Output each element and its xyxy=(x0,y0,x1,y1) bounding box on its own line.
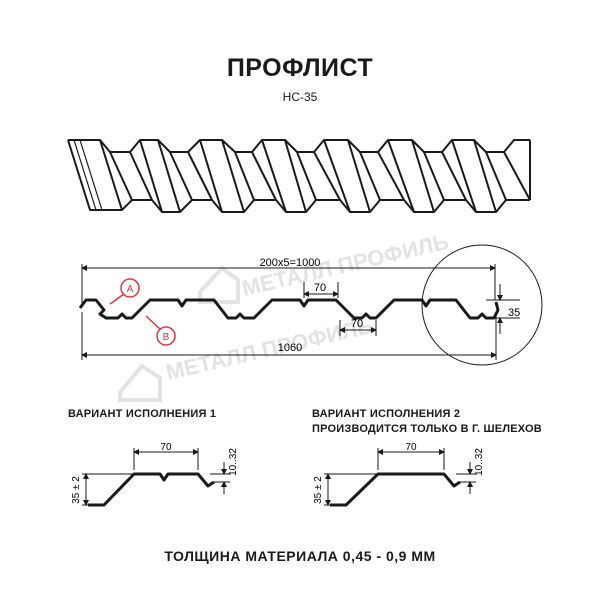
height-label: 35 xyxy=(508,307,520,319)
profile-line xyxy=(78,298,500,320)
watermark-bottom: МЕТАЛЛ ПРОФИЛЬ xyxy=(118,313,376,402)
variant2-title-line2: ПРОИЗВОДИТСЯ ТОЛЬКО В Г. ШЕЛЕХОВ xyxy=(312,423,542,435)
variant2-height-label: 35 ± 2 xyxy=(313,476,324,504)
variant1-rib-label: 10..32 xyxy=(228,448,239,476)
profile-cross-section: 200x5=1000 1060 70 70 35 A B xyxy=(78,244,543,366)
material-thickness: ТОЛЩИНА МАТЕРИАЛА 0,45 - 0,9 ММ xyxy=(164,548,436,564)
variant1-width-label: 70 xyxy=(160,442,172,453)
variant1-title: ВАРИАНТ ИСПОЛНЕНИЯ 1 xyxy=(68,408,217,420)
detail-circle xyxy=(421,244,543,366)
variant2-title-line1: ВАРИАНТ ИСПОЛНЕНИЯ 2 xyxy=(312,408,461,420)
watermark-logo-icon xyxy=(198,265,240,304)
watermark-logo-icon xyxy=(118,363,162,402)
top-dimension-label: 200x5=1000 xyxy=(260,257,321,269)
upper-width-label: 70 xyxy=(314,282,326,294)
lower-width-label: 70 xyxy=(351,318,363,330)
profile-model: НС-35 xyxy=(282,90,318,104)
variant1-detail: 70 35 ± 2 10..32 xyxy=(71,442,239,507)
variant2-rib-label: 10..32 xyxy=(474,448,485,476)
svg-text:A: A xyxy=(127,284,134,295)
variant2-width-label: 70 xyxy=(405,442,417,453)
bottom-dimension-label: 1060 xyxy=(278,342,302,354)
variant1-height-label: 35 ± 2 xyxy=(71,476,82,504)
variant2-detail: 70 35 ± 2 10..32 xyxy=(313,442,485,507)
marker-b: B xyxy=(145,315,176,346)
page-title: ПРОФЛИСТ xyxy=(226,54,374,82)
watermark-text: МЕТАЛЛ ПРОФИЛЬ xyxy=(164,313,376,385)
svg-text:B: B xyxy=(163,332,170,343)
marker-a: A xyxy=(109,278,140,305)
sheet-3d-view xyxy=(67,139,531,213)
